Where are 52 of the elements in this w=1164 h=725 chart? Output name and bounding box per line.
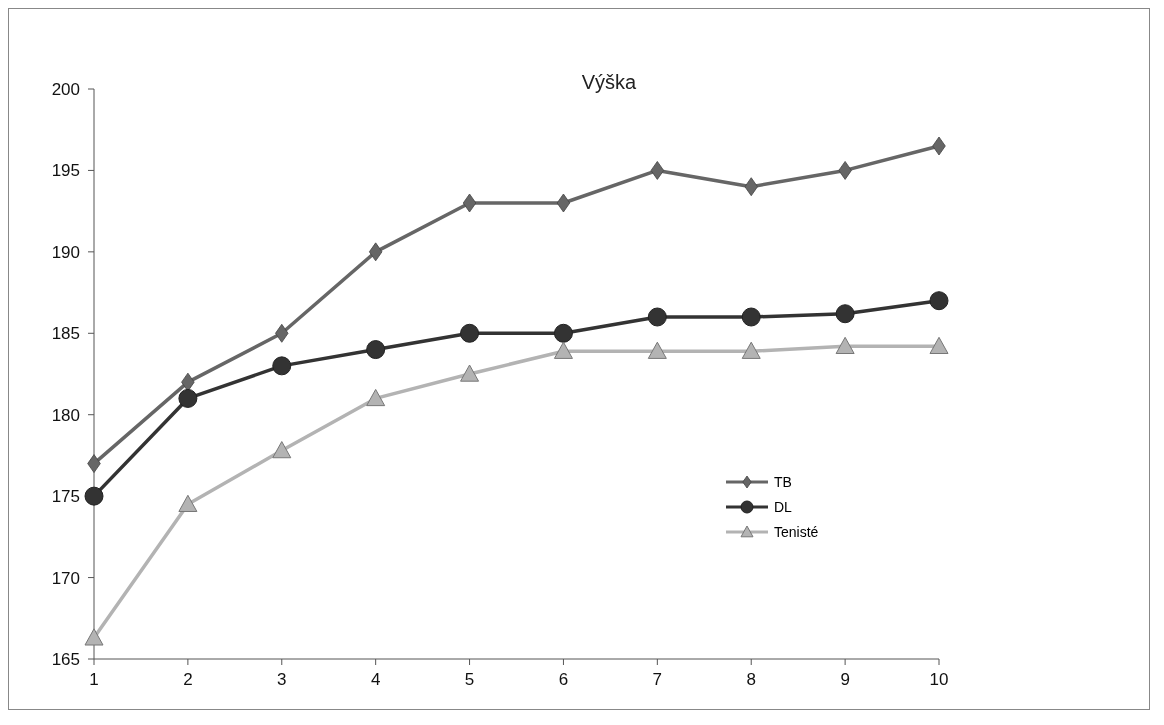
point (741, 307, 761, 327)
x-tick-label: 5 (464, 670, 475, 690)
point (929, 291, 949, 311)
y-tick-label: 195 (51, 161, 80, 181)
x-tick-label: 3 (277, 670, 287, 690)
y-tick-label: 165 (51, 650, 80, 670)
x-tick-label: 9 (840, 670, 850, 690)
point (838, 161, 852, 180)
x-tick-label: 7 (652, 670, 663, 690)
point (835, 336, 855, 355)
legend-label: Tenisté (774, 523, 819, 540)
point (462, 193, 477, 213)
chart-title: Výška (581, 71, 637, 93)
point (744, 177, 758, 197)
point (647, 307, 667, 327)
point (87, 454, 101, 473)
point (272, 441, 292, 459)
x-tick-label: 8 (746, 670, 756, 690)
point (84, 628, 104, 646)
point (272, 356, 292, 376)
point (181, 372, 195, 392)
y-tick-label: 175 (51, 487, 80, 507)
legend-label: TB (774, 473, 792, 490)
point (932, 136, 946, 156)
point (368, 242, 383, 262)
point (178, 388, 198, 408)
y-tick-label: 185 (51, 324, 80, 344)
point (835, 304, 855, 324)
point (929, 336, 949, 355)
point (650, 161, 665, 180)
point (460, 323, 480, 343)
point (741, 341, 761, 359)
y-tick-label: 170 (51, 568, 80, 588)
point (275, 323, 289, 343)
point (460, 364, 480, 382)
point (366, 388, 386, 407)
point (366, 340, 386, 360)
point (178, 494, 198, 512)
point (647, 341, 667, 359)
x-tick-label: 2 (183, 670, 193, 690)
point (556, 193, 571, 213)
y-tick-label: 180 (51, 405, 80, 425)
point (84, 486, 104, 506)
point (553, 341, 573, 359)
legend-label: DL (774, 498, 792, 515)
x-tick-label: 6 (558, 670, 569, 690)
x-tick-label: 4 (370, 670, 381, 690)
x-tick-label: 1 (89, 670, 99, 690)
x-tick-label: 10 (929, 670, 949, 690)
y-tick-label: 200 (51, 80, 80, 100)
y-tick-label: 190 (51, 242, 80, 262)
point (553, 323, 573, 343)
